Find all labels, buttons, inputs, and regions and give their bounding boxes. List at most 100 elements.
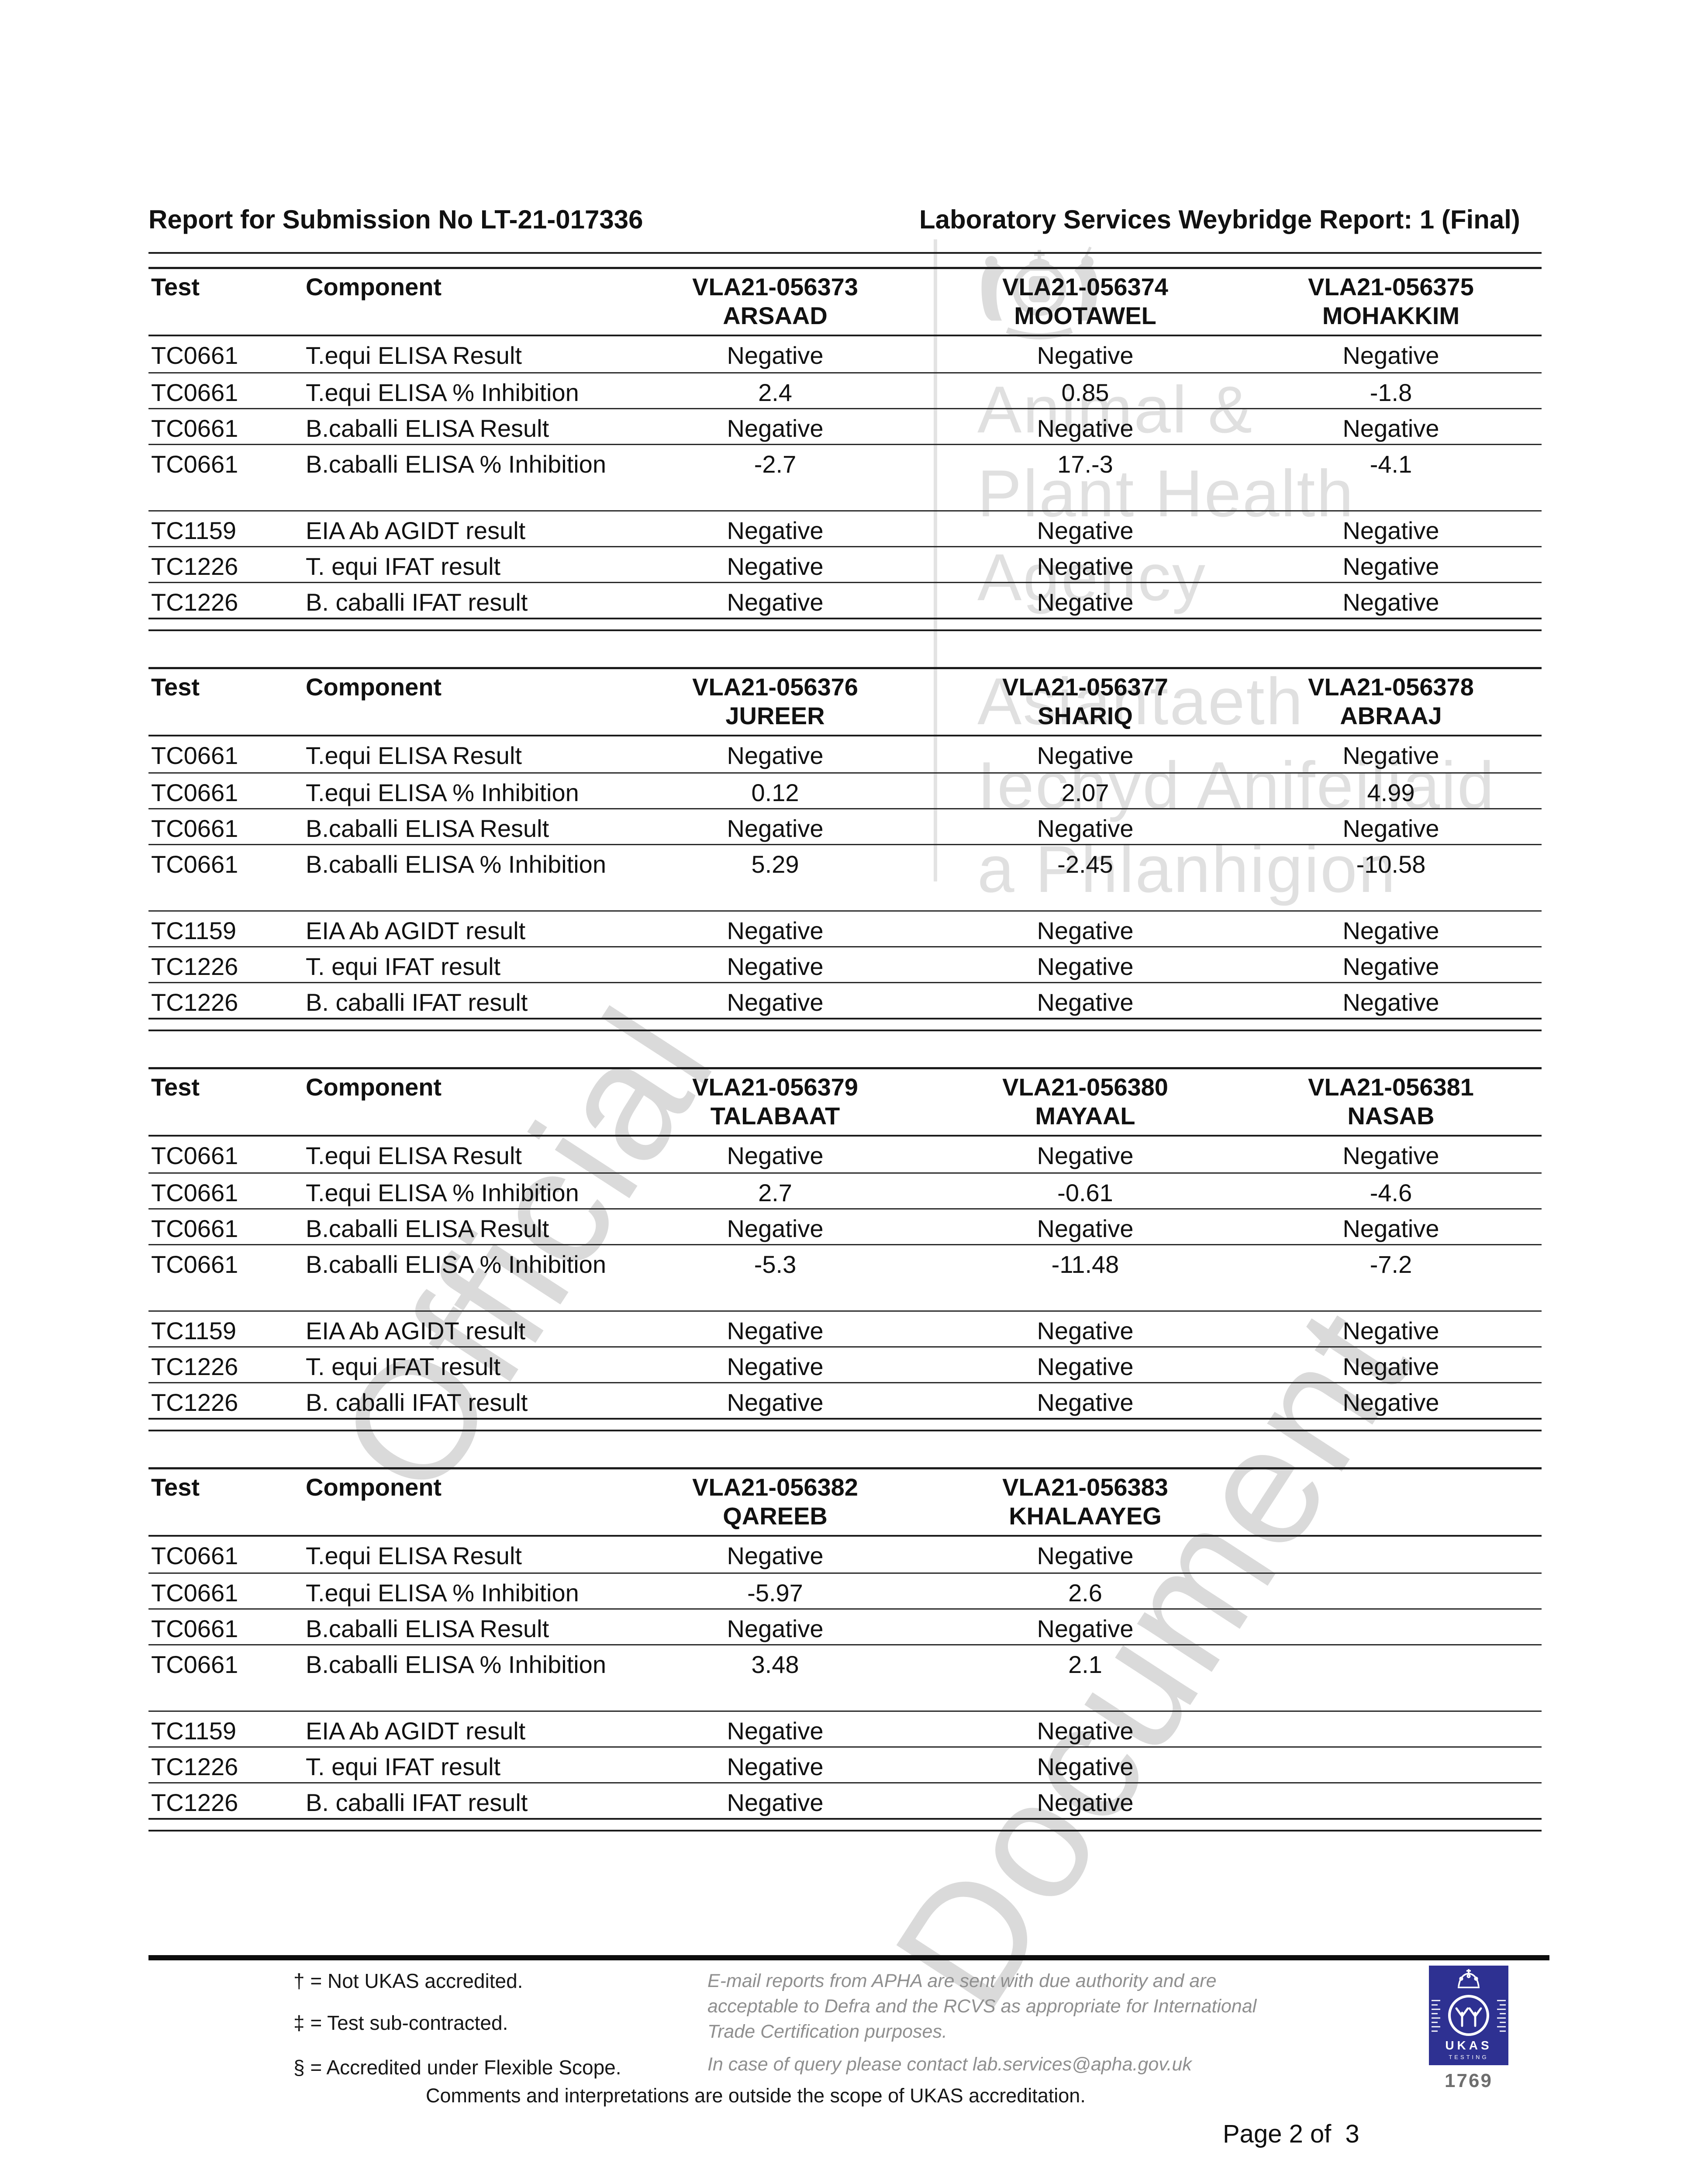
footnote-not-ukas: † = Not UKAS accredited. bbox=[293, 1970, 523, 1992]
email-authority-note: E-mail reports from APHA are sent with d… bbox=[707, 1968, 1389, 2044]
sample-name: ARSAAD bbox=[723, 302, 828, 329]
result-cell: Negative bbox=[1037, 588, 1134, 616]
component-cell: T. equi IFAT result bbox=[306, 953, 501, 980]
table-top-rule bbox=[148, 1067, 1542, 1069]
result-cell: Negative bbox=[727, 415, 824, 442]
table-row: TC0661 B.caballi ELISA % Inhibition -2.7 17… bbox=[148, 444, 1542, 510]
table-top-rule bbox=[148, 1467, 1542, 1469]
watermark-text-en-line1: Animal & bbox=[977, 373, 1254, 447]
result-cell: Negative bbox=[1037, 1389, 1134, 1416]
sample-header: VLA21-056381 NASAB bbox=[1240, 1069, 1542, 1135]
column-header-test: Test bbox=[151, 1473, 200, 1501]
test-code-cell: TC1226 bbox=[151, 1353, 238, 1380]
table-bottom-rule-outer bbox=[148, 1430, 1542, 1431]
table-header-rule bbox=[148, 1135, 1542, 1137]
table-bottom-spacer bbox=[148, 1019, 1542, 1030]
sample-id: VLA21-056374 bbox=[1002, 273, 1168, 301]
result-cell: 17.-3 bbox=[1057, 450, 1113, 478]
component-cell: T.equi ELISA % Inhibition bbox=[306, 779, 579, 806]
result-cell: Negative bbox=[1342, 917, 1439, 944]
table-bottom-rule-outer bbox=[148, 629, 1542, 631]
results-tables: Test Component VLA21-056373 ARSAAD VLA21-056… bbox=[148, 267, 1542, 1867]
result-cell-empty bbox=[1240, 1537, 1542, 1572]
sample-id: VLA21-056381 bbox=[1308, 1073, 1474, 1101]
table-row: TC0661 T.equi ELISA Result Negative Negativ… bbox=[148, 736, 1542, 772]
component-cell: T.equi ELISA Result bbox=[306, 742, 522, 769]
component-cell: B.caballi ELISA Result bbox=[306, 1615, 549, 1642]
sample-header: VLA21-056375 MOHAKKIM bbox=[1240, 269, 1542, 335]
table-row: TC0661 T.equi ELISA Result Negative Negativ… bbox=[148, 1137, 1542, 1172]
table-row: TC0661 B.caballi ELISA Result Negative Nega… bbox=[148, 1208, 1542, 1244]
sample-id: VLA21-056373 bbox=[692, 273, 858, 301]
table-row: TC0661 T.equi ELISA % Inhibition -5.97 2.6 bbox=[148, 1572, 1542, 1608]
sample-name: JUREER bbox=[725, 702, 825, 729]
result-cell: Negative bbox=[1037, 1717, 1134, 1745]
result-cell-empty bbox=[1240, 1748, 1542, 1782]
result-cell: Negative bbox=[727, 1789, 824, 1816]
sample-header: VLA21-056380 MAYAAL bbox=[930, 1069, 1240, 1135]
component-cell: T.equi ELISA % Inhibition bbox=[306, 1179, 579, 1206]
test-code-cell: TC0661 bbox=[151, 815, 238, 842]
table-row: TC1159 EIA Ab AGIDT result Negative Negativ… bbox=[148, 1310, 1542, 1346]
result-cell: 5.29 bbox=[751, 850, 799, 878]
table-bottom-rule-outer bbox=[148, 1830, 1542, 1832]
result-cell: Negative bbox=[1037, 415, 1134, 442]
watermark-text-cy-line3: a Phlanhigion bbox=[977, 832, 1397, 906]
result-cell: Negative bbox=[1342, 988, 1439, 1016]
table-row: TC0661 T.equi ELISA % Inhibition 2.7 -0.61 -… bbox=[148, 1172, 1542, 1208]
result-cell-empty bbox=[1240, 1783, 1542, 1818]
result-cell-empty bbox=[1240, 1610, 1542, 1644]
test-code-cell: TC1226 bbox=[151, 1389, 238, 1416]
sample-name: SHARIQ bbox=[1038, 702, 1133, 729]
result-cell: -1.8 bbox=[1370, 379, 1412, 406]
table-header-row: Test Component VLA21-056379 TALABAAT VLA21-0… bbox=[148, 1069, 1542, 1135]
table-row: TC1226 T. equi IFAT result Negative Negativ… bbox=[148, 1746, 1542, 1782]
watermark-text-cy-line2: Iechyd Anifeiliaid bbox=[977, 748, 1496, 822]
table-row: TC1226 T. equi IFAT result Negative Negativ… bbox=[148, 946, 1542, 982]
watermark-text-en-line3: Agency bbox=[977, 540, 1207, 615]
result-cell: Negative bbox=[1037, 517, 1134, 544]
component-cell: B. caballi IFAT result bbox=[306, 1389, 528, 1416]
result-cell: Negative bbox=[1037, 1615, 1134, 1642]
test-code-cell: TC1226 bbox=[151, 553, 238, 580]
result-cell: Negative bbox=[727, 815, 824, 842]
sample-name: NASAB bbox=[1347, 1102, 1435, 1130]
sample-name: MOHAKKIM bbox=[1322, 302, 1460, 329]
column-header-component: Component bbox=[306, 673, 442, 701]
column-header-test: Test bbox=[151, 1073, 200, 1101]
table-row: TC0661 T.equi ELISA % Inhibition 2.4 0.85 -1… bbox=[148, 372, 1542, 408]
table-bottom-rule-inner bbox=[148, 1418, 1542, 1420]
footnote-subcontracted: ‡ = Test sub-contracted. bbox=[293, 2011, 508, 2034]
email-note-line3: Trade Certification purposes. bbox=[707, 2021, 947, 2042]
sample-name: TALABAAT bbox=[710, 1102, 840, 1130]
component-cell: EIA Ab AGIDT result bbox=[306, 1317, 526, 1344]
table-bottom-spacer bbox=[148, 1420, 1542, 1430]
component-cell: B.caballi ELISA Result bbox=[306, 1215, 549, 1242]
result-cell: Negative bbox=[1342, 517, 1439, 544]
sample-header: VLA21-056374 MOOTAWEL bbox=[930, 269, 1240, 335]
table-top-rule bbox=[148, 267, 1542, 269]
result-cell: Negative bbox=[1342, 1317, 1439, 1344]
table-row: TC1159 EIA Ab AGIDT result Negative Negativ… bbox=[148, 910, 1542, 946]
table-bottom-rule-inner bbox=[148, 1818, 1542, 1820]
ukas-logo: UKAS TESTING 1769 bbox=[1429, 1966, 1508, 2092]
table-row: TC0661 B.caballi ELISA Result Negative Nega… bbox=[148, 408, 1542, 444]
sample-header-empty bbox=[1240, 1469, 1542, 1535]
result-cell: Negative bbox=[1342, 588, 1439, 616]
result-cell: Negative bbox=[1037, 988, 1134, 1016]
column-header-test: Test bbox=[151, 273, 200, 301]
table-row: TC0661 T.equi ELISA Result Negative Negativ… bbox=[148, 336, 1542, 372]
result-cell: -7.2 bbox=[1370, 1251, 1412, 1278]
test-code-cell: TC1159 bbox=[151, 1317, 237, 1344]
table-bottom-rule-outer bbox=[148, 1030, 1542, 1031]
test-code-cell: TC1226 bbox=[151, 953, 238, 980]
test-code-cell: TC0661 bbox=[151, 779, 238, 806]
result-cell: 3.48 bbox=[751, 1651, 799, 1678]
email-note-line2: acceptable to Defra and the RCVS as appr… bbox=[707, 1996, 1257, 2017]
sample-name: MOOTAWEL bbox=[1014, 302, 1156, 329]
table-row: TC1226 B. caballi IFAT result Negative Nega… bbox=[148, 1382, 1542, 1418]
component-cell: T.equi ELISA % Inhibition bbox=[306, 379, 579, 406]
test-code-cell: TC1226 bbox=[151, 1789, 238, 1816]
result-cell: -11.48 bbox=[1051, 1251, 1119, 1278]
